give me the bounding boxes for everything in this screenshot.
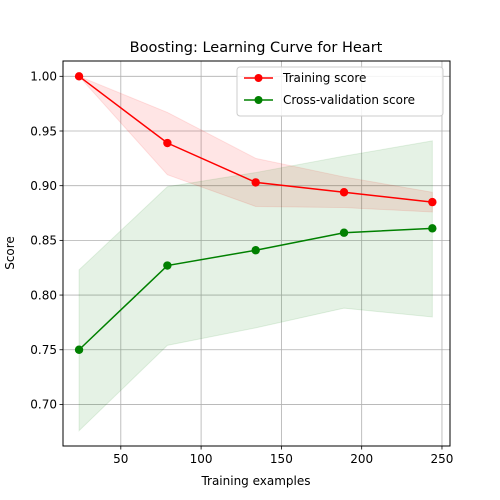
y-tick-label: 0.85 <box>30 234 57 248</box>
confidence-bands <box>78 75 433 432</box>
cv-point <box>74 345 84 354</box>
cv-point <box>251 246 260 255</box>
legend: Training score Cross-validation score <box>236 66 444 117</box>
x-tick-label: 250 <box>431 452 454 466</box>
legend-training-label: Training score <box>282 71 366 85</box>
y-axis-title: Score <box>3 236 17 270</box>
x-axis-title: Training examples <box>200 474 310 488</box>
training-point <box>163 138 172 148</box>
training-point <box>428 197 437 207</box>
series-markers <box>74 72 437 354</box>
plot-frame <box>62 60 451 447</box>
y-tick-label: 0.95 <box>30 124 57 138</box>
x-tick-label: 50 <box>113 452 128 466</box>
legend-cv-label: Cross-validation score <box>283 93 415 107</box>
legend-training-marker <box>254 74 263 82</box>
y-tick-label: 1.00 <box>30 70 57 84</box>
x-tick-label: 150 <box>270 452 293 466</box>
cv-point <box>428 224 437 233</box>
training-point <box>74 72 84 81</box>
cv-point <box>339 228 349 237</box>
legend-box <box>236 66 444 117</box>
legend-cv-marker <box>254 96 263 104</box>
y-tick-label: 0.75 <box>30 343 57 357</box>
x-tick-label: 100 <box>190 452 213 466</box>
y-tick-label: 0.90 <box>30 179 57 193</box>
y-axis-ticks: 0.70 0.75 0.80 0.85 0.90 0.95 1.00 <box>30 70 63 412</box>
y-tick-label: 0.80 <box>30 288 57 302</box>
y-tick-label: 0.70 <box>30 398 57 412</box>
training-point <box>251 178 260 187</box>
x-axis-ticks: 50 100 150 200 250 <box>113 446 453 466</box>
cv-band <box>78 140 433 432</box>
cv-point <box>163 261 172 270</box>
chart-title: Boosting: Learning Curve for Heart <box>130 40 383 56</box>
x-tick-label: 200 <box>350 452 373 466</box>
training-point <box>339 188 349 197</box>
